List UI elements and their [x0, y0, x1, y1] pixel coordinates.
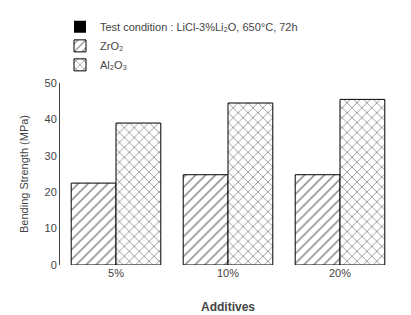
svg-text:5%: 5% — [108, 267, 124, 279]
svg-text:40: 40 — [45, 113, 57, 125]
svg-text:20: 20 — [45, 186, 57, 198]
svg-text:Additives: Additives — [201, 300, 255, 314]
svg-text:Test condition : LiCl-3%Li₂O,: Test condition : LiCl-3%Li₂O, 650°C, 72h — [100, 21, 298, 33]
svg-text:20%: 20% — [329, 267, 351, 279]
svg-text:Bending Strength (MPa): Bending Strength (MPa) — [18, 115, 30, 233]
svg-text:30: 30 — [45, 150, 57, 162]
svg-text:10%: 10% — [217, 267, 239, 279]
svg-text:0: 0 — [51, 259, 57, 271]
svg-text:Al₂O₃: Al₂O₃ — [100, 59, 127, 71]
svg-text:10: 10 — [45, 222, 57, 234]
svg-text:50: 50 — [45, 77, 57, 89]
svg-text:ZrO₂: ZrO₂ — [100, 40, 123, 52]
